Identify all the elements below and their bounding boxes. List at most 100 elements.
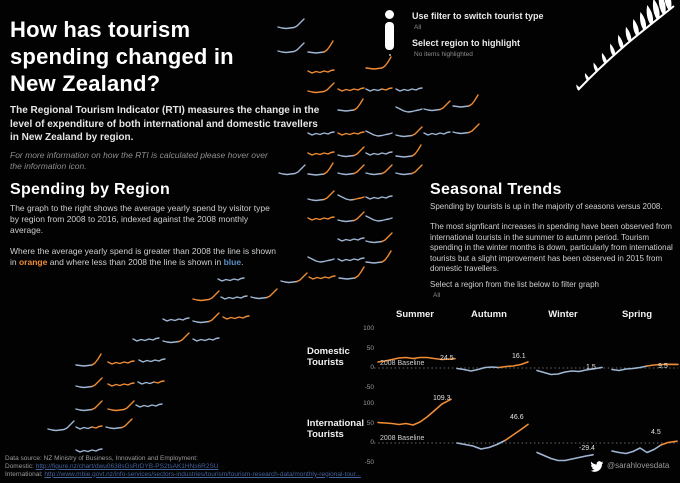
data-source-line: Data source: NZ Ministry of Business, In… <box>5 455 198 462</box>
region-sparkline[interactable] <box>75 398 103 414</box>
region-sparkline[interactable] <box>75 418 103 434</box>
region-sparkline[interactable] <box>192 288 220 304</box>
region-sparkline[interactable] <box>337 80 365 96</box>
region-sparkline[interactable] <box>47 418 75 434</box>
twitter-handle[interactable]: @sarahlovesdata <box>607 461 670 470</box>
region-sparkline[interactable] <box>395 80 423 96</box>
region-sparkline[interactable] <box>135 396 163 412</box>
region-sparkline[interactable] <box>395 124 423 140</box>
seasonal-para2: The most signficant increases in spendin… <box>430 222 673 274</box>
region-sparkline[interactable] <box>423 98 451 114</box>
region-sparkline[interactable] <box>217 270 245 286</box>
region-sparkline[interactable] <box>365 250 393 266</box>
region-sparkline[interactable] <box>105 416 133 432</box>
silver-fern-logo <box>576 0 675 91</box>
region-sparkline[interactable] <box>277 40 305 56</box>
value-label-domestic-spring: 9.5 <box>658 363 668 370</box>
region-sparkline[interactable] <box>307 144 335 160</box>
region-sparkline[interactable] <box>307 250 335 266</box>
region-sparkline[interactable] <box>338 266 366 282</box>
region-sparkline[interactable] <box>365 124 393 140</box>
region-sparkline[interactable] <box>307 62 335 78</box>
region-sparkline[interactable] <box>395 144 423 160</box>
region-sparkline[interactable] <box>138 351 166 367</box>
region-sparkline[interactable] <box>452 121 480 137</box>
region-sparkline[interactable] <box>75 353 103 369</box>
baseline-label: 2008 Baseline <box>380 435 425 442</box>
region-sparkline[interactable] <box>307 188 335 204</box>
region-sparkline[interactable] <box>337 124 365 140</box>
region-sparkline[interactable] <box>337 209 365 225</box>
region-sparkline[interactable] <box>365 144 393 160</box>
trend-line-international-winter <box>536 451 594 462</box>
region-sparkline[interactable] <box>75 441 103 457</box>
region-sparkline[interactable] <box>277 16 305 32</box>
highlight-hint: Select region to highlight <box>412 38 520 48</box>
region-sparkline[interactable] <box>107 375 135 391</box>
region-sparkline[interactable] <box>337 162 365 178</box>
tourist-type-filter-value[interactable]: All <box>414 24 422 31</box>
region-sparkline[interactable] <box>452 94 480 110</box>
region-sparkline[interactable] <box>337 188 365 204</box>
season-header-summer: Summer <box>395 309 434 320</box>
region-sparkline[interactable] <box>365 162 393 178</box>
value-label-international-winter: -29.4 <box>579 445 595 452</box>
region-filter-value[interactable]: All <box>433 292 441 299</box>
region-sparkline[interactable] <box>280 270 308 286</box>
region-sparkline[interactable] <box>365 80 393 96</box>
trend-line-international-summer <box>377 398 452 426</box>
value-label-domestic-autumn: 16.1 <box>512 353 526 360</box>
region-sparkline[interactable] <box>423 124 451 140</box>
seasonal-chart-canvas <box>374 356 679 462</box>
region-sparkline[interactable] <box>395 100 423 116</box>
value-label-international-summer: 109.3 <box>433 395 451 402</box>
info-icon-tip <box>389 54 391 56</box>
region-sparkline[interactable] <box>307 124 335 140</box>
region-sparkline[interactable] <box>365 209 393 225</box>
trend-line-domestic-winter <box>536 366 603 376</box>
region-sparkline[interactable] <box>107 398 135 414</box>
title-line-2: spending changed in <box>10 44 234 69</box>
region-sparkline[interactable] <box>250 286 278 302</box>
baseline-label: 2008 Baseline <box>380 360 425 367</box>
region-sparkline[interactable] <box>107 353 135 369</box>
domestic-source-link[interactable]: http://figure.nz/chart/dwu0638sGsRrDYB-P… <box>35 462 219 470</box>
region-sparkline[interactable] <box>337 230 365 246</box>
region-sparkline[interactable] <box>308 268 336 284</box>
spending-para2: Where the average yearly spend is greate… <box>10 246 282 268</box>
international-source-label: International: <box>5 470 45 478</box>
region-sparkline[interactable] <box>365 188 393 204</box>
international-source-link[interactable]: http://www.mbie.govt.nz/info-services/se… <box>44 470 361 478</box>
spending-heading: Spending by Region <box>10 181 171 198</box>
region-sparkline[interactable] <box>222 308 250 324</box>
region-sparkline[interactable] <box>337 250 365 266</box>
info-icon[interactable] <box>382 10 396 56</box>
region-sparkline[interactable] <box>395 162 423 178</box>
twitter-icon[interactable] <box>589 460 603 472</box>
region-sparkline[interactable] <box>365 230 393 246</box>
region-sparkline[interactable] <box>307 80 335 96</box>
y-tick: 0 <box>370 439 374 446</box>
region-sparkline[interactable] <box>337 98 365 114</box>
seasonal-para1: Spending by tourists is up in the majori… <box>430 202 663 211</box>
trend-line-international-autumn <box>504 423 529 442</box>
highlight-value[interactable]: No items highlighted <box>414 51 473 58</box>
region-sparkline[interactable] <box>137 373 165 389</box>
region-sparkline[interactable] <box>337 144 365 160</box>
y-tick: 0 <box>370 364 374 371</box>
region-sparkline[interactable] <box>132 330 160 346</box>
value-label-international-autumn: 46.6 <box>510 414 524 421</box>
region-sparkline[interactable] <box>365 56 393 72</box>
region-sparkline[interactable] <box>278 162 306 178</box>
region-sparkline[interactable] <box>75 375 103 391</box>
region-sparkline[interactable] <box>162 330 190 346</box>
region-sparkline[interactable] <box>307 209 335 225</box>
region-sparkline[interactable] <box>192 330 220 346</box>
region-sparkline[interactable] <box>307 162 335 178</box>
region-sparkline[interactable] <box>307 40 335 56</box>
info-icon-dot <box>385 10 394 19</box>
region-sparkline[interactable] <box>192 310 220 326</box>
region-sparkline[interactable] <box>220 288 248 304</box>
region-sparkline[interactable] <box>162 310 190 326</box>
